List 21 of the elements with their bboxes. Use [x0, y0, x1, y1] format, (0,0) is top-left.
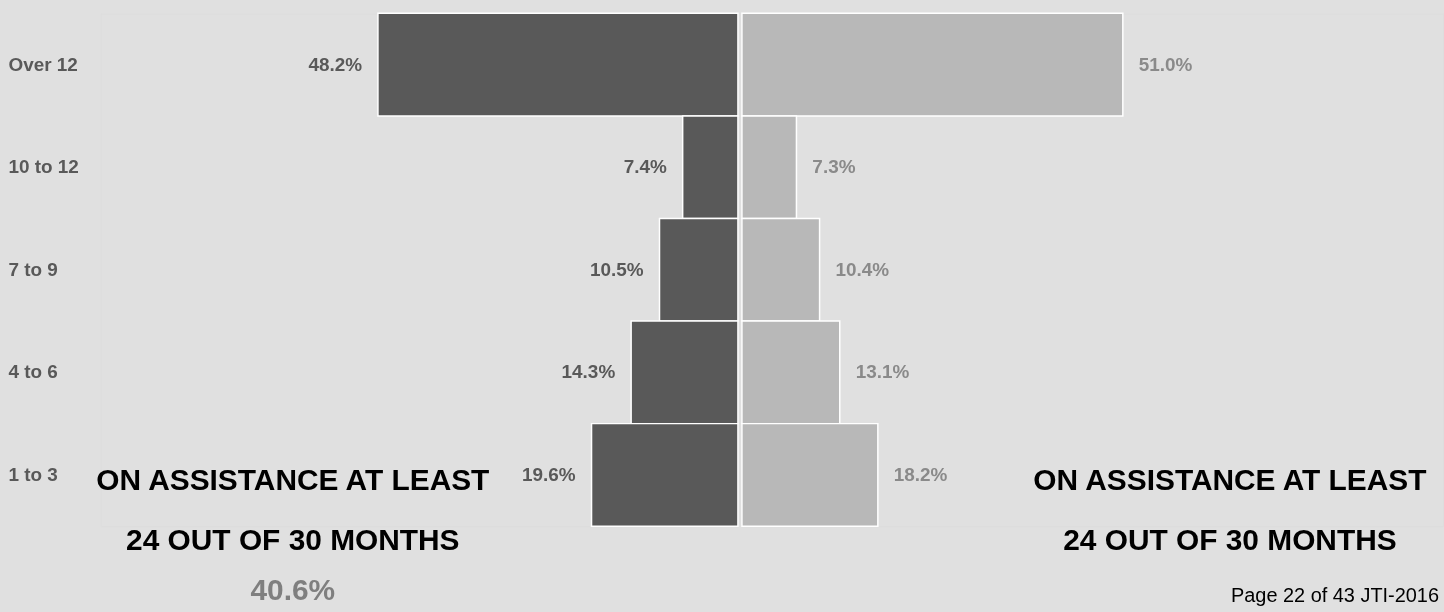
data-label: 7.4% [623, 156, 667, 178]
data-label: 51.0% [1138, 53, 1193, 75]
data-label: 10.5% [589, 258, 644, 280]
data-label: 10.4% [835, 258, 890, 280]
data-label: 14.3% [561, 361, 616, 383]
data-label: 13.1% [855, 361, 910, 383]
text: 40.6% [250, 572, 336, 606]
y-tick-label: 7 to 9 [8, 258, 58, 280]
y-tick-label: 1 to 3 [8, 463, 58, 485]
y-tick-label: 4 to 6 [8, 361, 58, 383]
data-label: 18.2% [893, 463, 948, 485]
annotation: 24 OUT OF 30 MONTHS [1063, 523, 1397, 557]
data-label: 48.2% [308, 53, 363, 75]
data-label: 7.3% [812, 156, 856, 178]
y-tick-label: Over 12 [8, 53, 78, 75]
annotation: ON ASSISTANCE AT LEAST [1033, 463, 1427, 497]
annotation: 24 OUT OF 30 MONTHS [126, 523, 460, 557]
annotation: ON ASSISTANCE AT LEAST [96, 463, 490, 497]
y-tick-label: 10 to 12 [8, 156, 79, 178]
text: Page 22 of 43 JTI-2016 [1230, 583, 1440, 606]
data-label: 19.6% [522, 463, 576, 485]
